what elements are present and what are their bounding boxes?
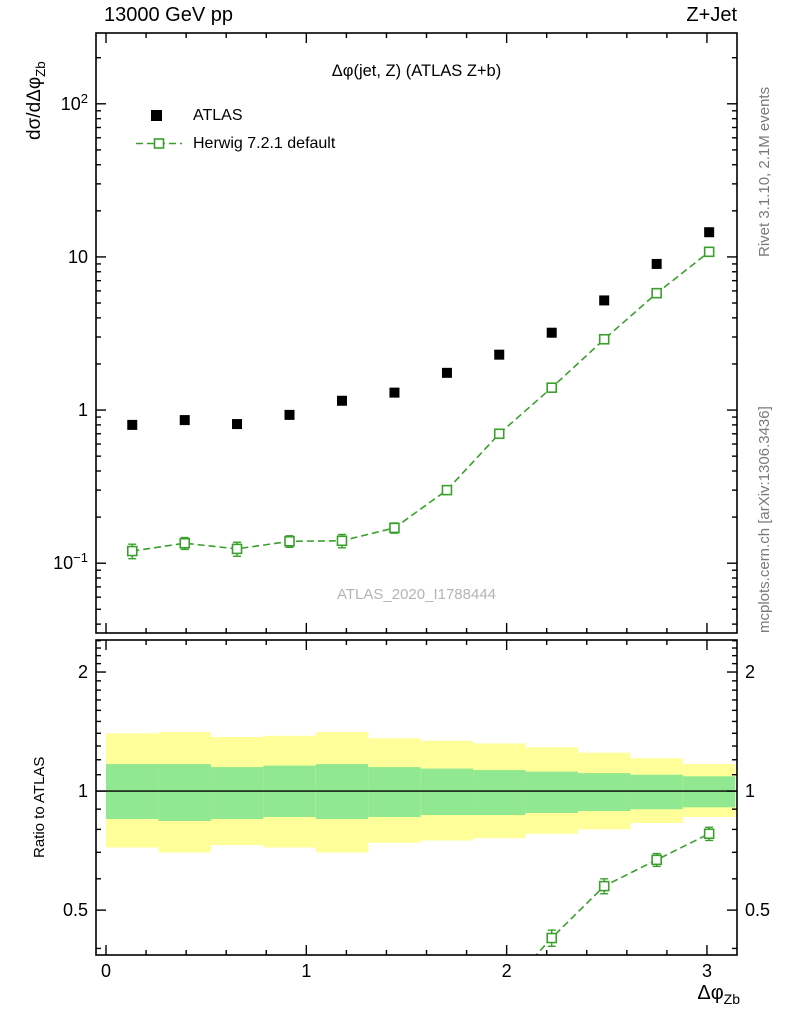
axes: 102 10 1 10−1 2 2 1 1 0.5 0.5 0 1 2 3	[53, 33, 770, 981]
herwig-ratio-marker	[703, 828, 715, 840]
atlas-marker	[441, 367, 452, 378]
svg-text:0.5: 0.5	[63, 900, 88, 920]
svg-text:102: 102	[61, 91, 88, 114]
atlas-marker	[127, 419, 138, 430]
herwig-marker	[336, 535, 348, 547]
atlas-marker	[494, 349, 505, 360]
watermark: ATLAS_2020_I1788444	[336, 586, 497, 603]
legend-marker-atlas	[151, 110, 162, 121]
y-axis-label-main-sub: Zb	[32, 61, 48, 77]
herwig-marker	[231, 543, 243, 555]
herwig-marker	[703, 246, 715, 258]
atlas-marker	[651, 258, 662, 269]
herwig-marker	[546, 382, 558, 393]
atlas-marker	[284, 409, 295, 420]
atlas-marker	[389, 387, 400, 398]
main-series	[126, 227, 715, 560]
x-axis-label-sub: Zb	[723, 991, 740, 1007]
y-axis-label-main: dσ/dΔφZb	[24, 61, 48, 140]
svg-text:3: 3	[702, 961, 712, 981]
herwig-marker	[441, 484, 453, 496]
main-frame	[95, 32, 738, 634]
svg-text:0.5: 0.5	[745, 900, 770, 920]
svg-text:1: 1	[301, 961, 311, 981]
atlas-marker	[546, 327, 557, 338]
herwig-marker	[389, 522, 400, 534]
y-axis-label-ratio: Ratio to ATLAS	[31, 756, 48, 858]
x-axis-label-text: Δφ	[697, 982, 724, 1004]
svg-text:2: 2	[78, 662, 88, 682]
herwig-marker	[284, 535, 295, 547]
herwig-marker	[179, 537, 191, 549]
y-axis-label-main-text: dσ/dΔφ	[24, 76, 45, 140]
herwig-marker	[126, 545, 138, 557]
svg-text:10−1: 10−1	[53, 550, 88, 573]
ratio-series	[535, 826, 715, 955]
herwig-ratio-marker	[651, 854, 662, 866]
svg-text:0: 0	[101, 961, 111, 981]
legend-label-herwig: Herwig 7.2.1 default	[193, 135, 336, 152]
herwig-marker	[598, 333, 610, 345]
herwig-marker	[651, 287, 662, 299]
plot-title: Δφ(jet, Z) (ATLAS Z+b)	[331, 62, 502, 80]
atlas-marker	[599, 295, 610, 306]
herwig-ratio-line	[535, 832, 710, 955]
legend-markers	[136, 110, 182, 149]
atlas-marker	[179, 415, 190, 426]
svg-text:1: 1	[78, 781, 88, 801]
legend-marker-herwig	[153, 138, 165, 149]
atlas-marker	[704, 227, 715, 238]
atlas-marker	[336, 395, 347, 406]
header-process: Z+Jet	[686, 4, 737, 26]
ratio-frame	[95, 639, 738, 956]
svg-text:1: 1	[78, 400, 88, 420]
header-beam-info: 13000 GeV pp	[104, 4, 233, 26]
herwig-ratio-marker	[546, 932, 558, 944]
x-axis-label: ΔφZb	[600, 982, 740, 1007]
legend-label-atlas: ATLAS	[193, 107, 243, 124]
herwig-ratio-marker	[598, 880, 610, 892]
herwig-marker	[493, 428, 505, 440]
ratio-bands	[106, 732, 736, 853]
atlas-marker	[232, 419, 243, 430]
svg-text:2: 2	[745, 662, 755, 682]
side-note-rivet: Rivet 3.1.10, 2.1M events	[756, 86, 773, 257]
svg-text:2: 2	[502, 961, 512, 981]
svg-text:1: 1	[745, 781, 755, 801]
herwig-line	[132, 251, 710, 552]
svg-text:10: 10	[68, 247, 88, 267]
side-note-mcplots: mcplots.cern.ch [arXiv:1306.3436]	[756, 406, 773, 633]
